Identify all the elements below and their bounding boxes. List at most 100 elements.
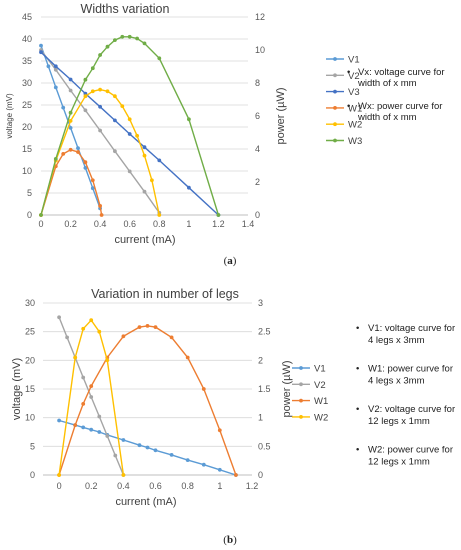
caption-paren-close: ) xyxy=(233,255,237,267)
data-point xyxy=(142,41,147,46)
data-point xyxy=(113,94,117,99)
data-point xyxy=(105,434,110,438)
data-point xyxy=(113,118,117,123)
y-axis-label: voltage (mV) xyxy=(11,358,23,420)
data-point xyxy=(57,418,61,423)
series-line-w3 xyxy=(40,36,220,216)
y-tick-label: 25 xyxy=(22,100,32,110)
note-text: Vx: voltage curve for xyxy=(358,67,445,78)
legend-marker xyxy=(299,415,303,419)
y2-tick-label: 1 xyxy=(258,413,263,423)
y-tick-label: 10 xyxy=(22,166,32,176)
note-bullet: • xyxy=(356,364,359,375)
figure-caption: (a) xyxy=(224,255,237,267)
data-point xyxy=(76,146,80,151)
data-point xyxy=(97,329,102,334)
y-axis-label: voltage (mV) xyxy=(5,93,14,139)
y2-tick-label: 8 xyxy=(255,78,260,88)
data-point xyxy=(113,38,117,42)
data-point xyxy=(57,473,61,477)
data-point xyxy=(99,213,104,217)
y-tick-label: 25 xyxy=(25,327,35,337)
data-point xyxy=(81,425,86,430)
legend-entry: W1 xyxy=(314,396,328,407)
data-point xyxy=(135,133,140,138)
data-point xyxy=(68,88,73,93)
data-point xyxy=(97,430,102,434)
data-point xyxy=(153,448,158,453)
data-point xyxy=(145,324,150,328)
note-text: Wx: power curve for xyxy=(358,101,442,112)
series-v3 xyxy=(39,50,221,217)
y2-tick-label: 0 xyxy=(258,470,263,480)
data-point xyxy=(137,443,142,448)
data-point xyxy=(137,325,142,329)
series-line-w1 xyxy=(58,325,237,476)
data-point xyxy=(127,169,132,174)
x-tick-label: 0.4 xyxy=(117,481,130,491)
note-text: 4 legs x 3mm xyxy=(368,335,425,346)
data-point xyxy=(217,428,222,433)
data-point xyxy=(142,189,147,194)
data-point xyxy=(73,423,78,427)
y2-tick-label: 3 xyxy=(258,298,263,308)
data-point xyxy=(81,402,86,406)
data-point xyxy=(39,43,43,48)
data-point xyxy=(113,149,117,154)
legend-marker xyxy=(333,73,337,78)
note-text: V1: voltage curve for xyxy=(368,323,455,334)
x-tick-label: 0.2 xyxy=(85,481,98,491)
note-text: width of x mm xyxy=(357,78,417,89)
note-text: 4 legs x 3mm xyxy=(368,376,425,387)
note-text: V2: voltage curve for xyxy=(368,404,455,415)
data-point xyxy=(89,384,94,388)
data-point xyxy=(53,85,58,90)
data-point xyxy=(187,117,191,122)
legend-marker xyxy=(299,398,303,403)
y-tick-label: 30 xyxy=(22,78,32,88)
y2-tick-label: 2 xyxy=(258,355,263,365)
note-text: width of x mm xyxy=(357,112,417,123)
data-point xyxy=(201,462,206,467)
series-v2 xyxy=(39,48,162,215)
series-w2 xyxy=(57,318,126,477)
data-point xyxy=(98,128,102,133)
data-point xyxy=(157,213,162,217)
note-bullet: • xyxy=(356,404,359,415)
data-point xyxy=(89,318,94,323)
data-point xyxy=(105,358,110,363)
legend-marker xyxy=(333,57,337,61)
data-point xyxy=(83,77,88,82)
x-axis-label: current (mA) xyxy=(114,234,175,246)
data-point xyxy=(153,325,158,329)
legend-entry: W3 xyxy=(348,136,362,147)
x-tick-label: 1.4 xyxy=(242,219,255,229)
data-point xyxy=(76,150,80,154)
data-point xyxy=(127,34,132,39)
legend-entry: V1 xyxy=(348,55,360,66)
data-point xyxy=(120,104,125,108)
data-point xyxy=(98,104,102,109)
data-point xyxy=(68,77,73,82)
data-point xyxy=(73,355,78,360)
data-point xyxy=(185,355,190,360)
series-line-w2 xyxy=(40,88,160,216)
data-point xyxy=(53,157,58,161)
data-point xyxy=(89,395,94,399)
data-point xyxy=(217,467,222,472)
x-axis-label: current (mA) xyxy=(115,496,176,508)
data-point xyxy=(105,44,110,49)
note-bullet: • xyxy=(356,323,359,334)
legend-entry: V3 xyxy=(348,87,360,98)
x-tick-label: 1 xyxy=(186,219,191,229)
data-point xyxy=(142,153,147,158)
data-point xyxy=(89,427,94,432)
x-tick-label: 0.2 xyxy=(64,219,77,229)
data-point xyxy=(127,117,132,122)
x-tick-label: 0.8 xyxy=(181,481,194,491)
y-tick-label: 35 xyxy=(22,56,32,66)
y2-tick-label: 6 xyxy=(255,111,260,121)
series-w2 xyxy=(39,87,162,217)
data-point xyxy=(142,145,147,150)
